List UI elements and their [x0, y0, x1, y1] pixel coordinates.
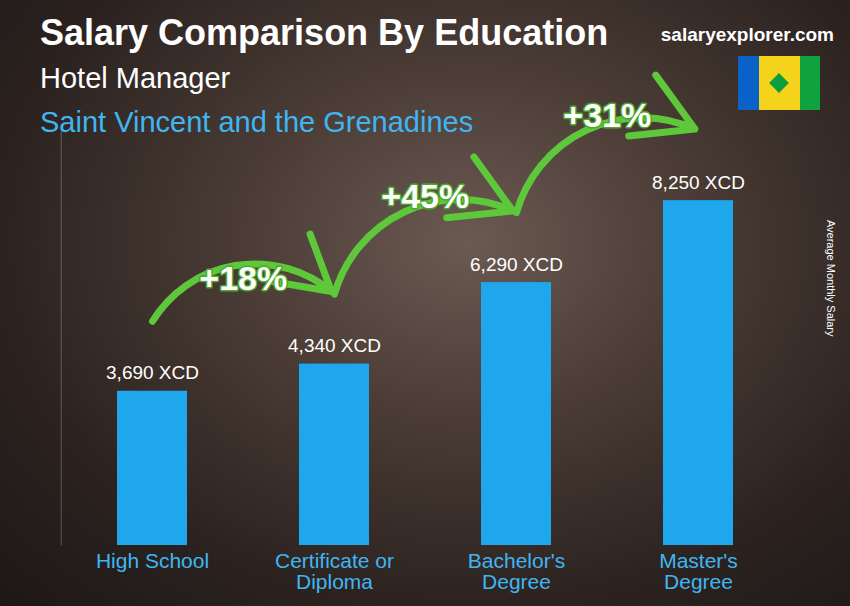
- svg-text:Master'sDegree: Master'sDegree: [659, 549, 738, 593]
- svg-text:+18%: +18%: [199, 259, 287, 297]
- svg-text:6,290 XCD: 6,290 XCD: [470, 254, 563, 275]
- svg-text:3,690 XCD: 3,690 XCD: [106, 362, 199, 383]
- html-text:Hotel Manager: Hotel Manager: [40, 62, 231, 94]
- svg-text:4,340 XCD: 4,340 XCD: [288, 335, 381, 356]
- svg-text:Certificate orDiploma: Certificate orDiploma: [275, 549, 394, 593]
- html-text:salaryexplorer.com: salaryexplorer.com: [660, 24, 834, 45]
- html-text:Salary Comparison By Education: Salary Comparison By Education: [40, 12, 609, 53]
- svg-text:+31%: +31%: [563, 96, 651, 134]
- svg-text:8,250 XCD: 8,250 XCD: [652, 172, 745, 193]
- svg-text:High School: High School: [96, 549, 209, 572]
- svg-text:+45%: +45%: [381, 177, 469, 215]
- svg-text:Average Monthly Salary: Average Monthly Salary: [825, 220, 837, 337]
- html-text:Saint Vincent and the Grenadin: Saint Vincent and the Grenadines: [40, 106, 474, 138]
- svg-text:Bachelor'sDegree: Bachelor'sDegree: [468, 549, 565, 593]
